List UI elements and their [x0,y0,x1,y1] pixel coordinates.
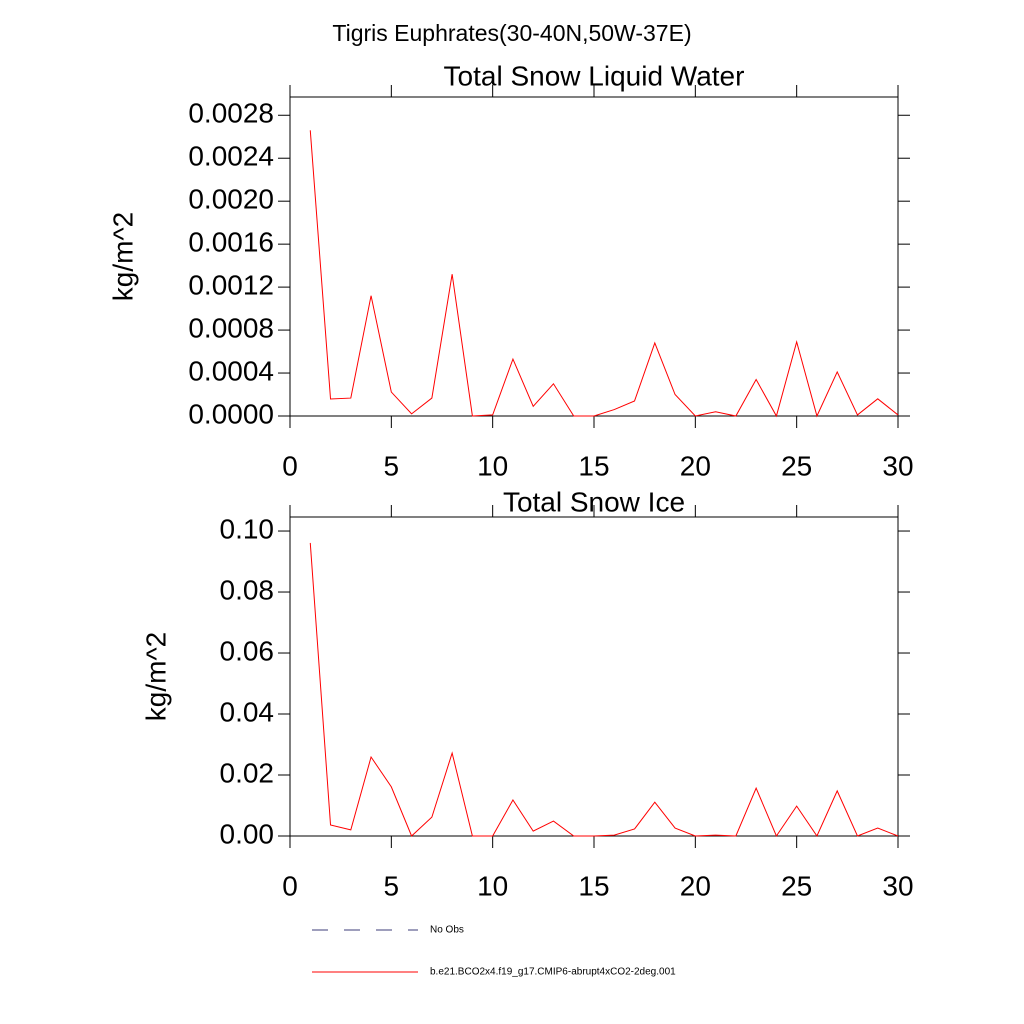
y-tick-label: 0.0004 [188,355,274,386]
x-tick-label: 0 [282,870,298,901]
x-tick-label: 10 [477,870,508,901]
legend-label: b.e21.BCO2x4.f19_g17.CMIP6-abrupt4xCO2-2… [430,967,676,978]
y-tick-label: 0.02 [220,757,275,788]
y-tick-label: 0.0012 [188,270,274,301]
y-tick-label: 0.0028 [188,98,274,129]
y-tick-label: 0.0000 [188,398,274,429]
y-tick-label: 0.04 [220,696,275,727]
figure-title: Tigris Euphrates(30-40N,50W-37E) [332,20,691,46]
y-tick-label: 0.0024 [188,141,274,172]
data-line [309,130,899,418]
y-tick-label: 0.0008 [188,312,274,343]
x-tick-label: 20 [680,450,711,481]
y-axis-label: kg/m^2 [107,212,138,301]
legend-label: No Obs [430,925,464,936]
y-axis-label: kg/m^2 [140,632,171,721]
y-tick-label: 0.08 [220,574,275,605]
y-tick-label: 0.06 [220,635,275,666]
x-tick-label: 15 [578,450,609,481]
x-tick-label: 15 [578,870,609,901]
x-tick-label: 30 [882,870,913,901]
y-tick-label: 0.10 [220,513,275,544]
x-tick-label: 25 [781,870,812,901]
y-tick-label: 0.0020 [188,184,274,215]
y-tick-label: 0.00 [220,818,275,849]
x-tick-label: 5 [384,450,400,481]
plot-frame [289,96,899,417]
x-tick-label: 10 [477,450,508,481]
x-tick-label: 30 [882,450,913,481]
x-tick-label: 5 [384,870,400,901]
plot-frame [289,516,899,837]
x-tick-label: 25 [781,450,812,481]
y-tick-label: 0.0016 [188,227,274,258]
x-tick-label: 0 [282,450,298,481]
data-line [309,542,899,838]
x-tick-label: 20 [680,870,711,901]
